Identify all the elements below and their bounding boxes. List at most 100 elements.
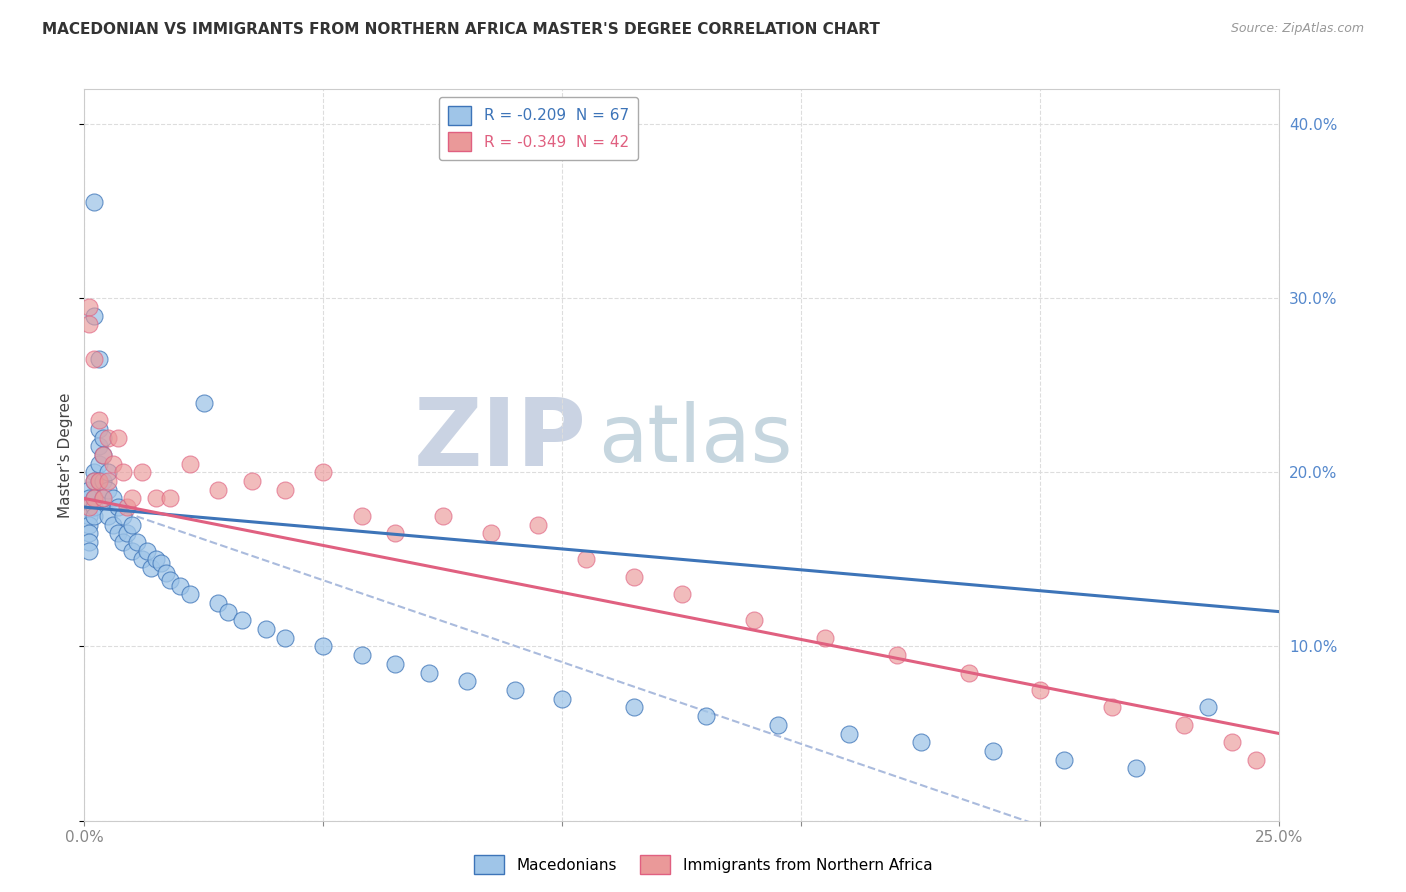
Point (981, 744, 1004, 758)
Point (83, 352, 105, 367)
Point (141, 561, 163, 575)
Point (159, 491, 181, 506)
Point (77, 543, 100, 558)
Point (77, 500, 100, 515)
Point (93, 448, 115, 462)
Point (77, 491, 100, 506)
Point (83, 195, 105, 210)
Point (1197, 700, 1219, 714)
Point (101, 457, 124, 471)
Text: Source: ZipAtlas.com: Source: ZipAtlas.com (1230, 22, 1364, 36)
Point (231, 613, 253, 627)
Point (418, 665, 440, 680)
Point (623, 570, 645, 584)
Point (87, 474, 110, 488)
Point (77, 517, 100, 532)
Text: MACEDONIAN VS IMMIGRANTS FROM NORTHERN AFRICA MASTER'S DEGREE CORRELATION CHART: MACEDONIAN VS IMMIGRANTS FROM NORTHERN A… (42, 22, 880, 37)
Point (87, 352, 110, 367)
Point (312, 466, 335, 480)
Point (83, 508, 105, 523)
Point (125, 535, 148, 549)
Point (93, 491, 115, 506)
Point (97, 466, 120, 480)
Point (179, 457, 201, 471)
Point (742, 613, 765, 627)
Point (155, 566, 177, 581)
Point (623, 700, 645, 714)
Point (207, 596, 229, 610)
Point (145, 491, 167, 506)
Point (77, 483, 100, 497)
Point (83, 491, 105, 506)
Point (575, 552, 598, 566)
Point (93, 430, 115, 444)
Point (77, 300, 100, 314)
Point (77, 526, 100, 541)
Point (1029, 683, 1052, 698)
Text: atlas: atlas (599, 401, 793, 479)
Point (274, 483, 297, 497)
Point (93, 491, 115, 506)
Point (503, 683, 526, 698)
Point (193, 395, 215, 409)
Point (254, 622, 277, 636)
Point (87, 413, 110, 427)
Point (117, 526, 139, 541)
Y-axis label: Master's Degree: Master's Degree (58, 392, 73, 517)
Text: ZIP: ZIP (413, 394, 586, 486)
Point (87, 474, 110, 488)
Point (107, 526, 129, 541)
Point (107, 500, 129, 515)
Point (1173, 718, 1195, 732)
Point (384, 526, 406, 541)
Point (1053, 753, 1076, 767)
Point (432, 508, 454, 523)
Point (814, 631, 837, 645)
Point (121, 543, 143, 558)
Point (1244, 753, 1267, 767)
Point (97, 483, 120, 497)
Point (121, 517, 143, 532)
Point (97, 430, 120, 444)
Point (83, 466, 105, 480)
Point (77, 508, 100, 523)
Legend: R = -0.209  N = 67, R = -0.349  N = 42: R = -0.209 N = 67, R = -0.349 N = 42 (439, 97, 638, 160)
Point (135, 543, 157, 558)
Point (111, 466, 134, 480)
Point (169, 578, 191, 592)
Point (93, 474, 115, 488)
Point (111, 508, 134, 523)
Point (910, 735, 932, 749)
Point (957, 665, 980, 680)
Point (384, 657, 406, 671)
Point (551, 691, 574, 706)
Point (159, 574, 181, 588)
Point (101, 517, 124, 532)
Point (838, 726, 860, 740)
Point (101, 491, 124, 506)
Point (83, 500, 105, 515)
Point (671, 587, 693, 601)
Point (131, 552, 153, 566)
Point (1125, 761, 1147, 775)
Point (131, 466, 153, 480)
Point (456, 674, 478, 689)
Point (145, 552, 167, 566)
Point (240, 474, 263, 488)
Point (97, 508, 120, 523)
Point (479, 526, 502, 541)
Point (886, 648, 908, 663)
Point (117, 500, 139, 515)
Point (87, 457, 110, 471)
Point (107, 430, 129, 444)
Point (274, 631, 297, 645)
Point (83, 474, 105, 488)
Point (77, 535, 100, 549)
Point (83, 309, 105, 323)
Point (149, 556, 172, 570)
Point (121, 491, 143, 506)
Point (87, 422, 110, 436)
Point (83, 491, 105, 506)
Point (217, 605, 239, 619)
Legend: Macedonians, Immigrants from Northern Africa: Macedonians, Immigrants from Northern Af… (468, 849, 938, 880)
